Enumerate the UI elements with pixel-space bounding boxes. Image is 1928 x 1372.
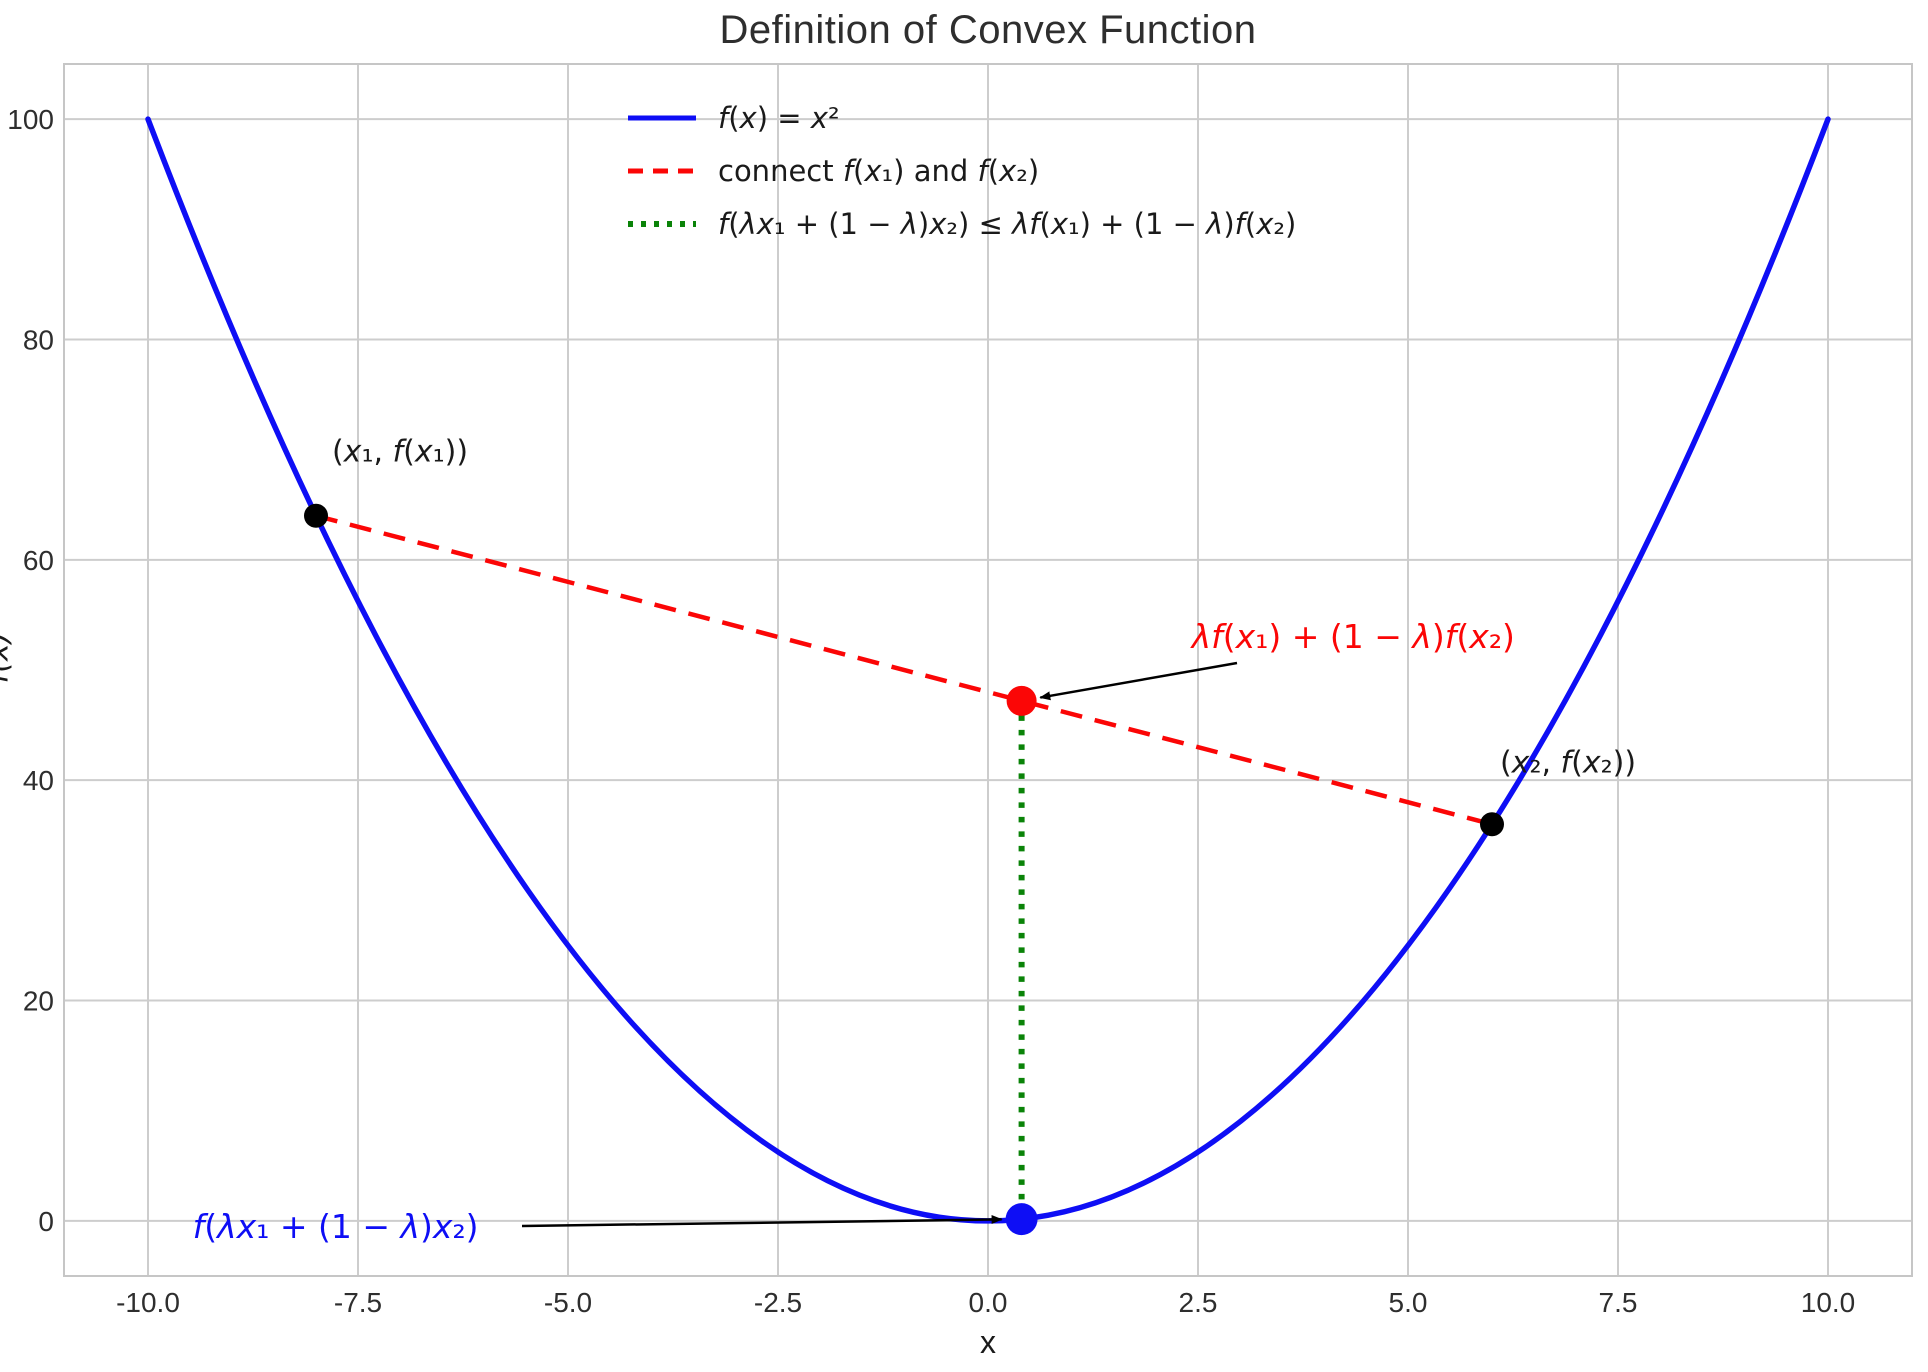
y-tick-label-20: 20 bbox=[23, 986, 54, 1017]
x-tick-label-5.0: 5.0 bbox=[1389, 1287, 1428, 1318]
legend-entry-1: f(x) = x² bbox=[628, 101, 840, 135]
x-tick-label-10.0: 10.0 bbox=[1801, 1287, 1856, 1318]
chart-title: Definition of Convex Function bbox=[719, 8, 1257, 52]
legend-label-2: connect f(x₁) and f(x₂) bbox=[718, 154, 1039, 188]
y-tick-label-80: 80 bbox=[23, 324, 54, 355]
interpolation-point bbox=[1006, 685, 1037, 716]
chord-line bbox=[315, 513, 1493, 827]
x-tick-label-2.5: 2.5 bbox=[1179, 1287, 1218, 1318]
legend-entry-2: connect f(x₁) and f(x₂) bbox=[628, 154, 1039, 188]
x1-point-label: (x₁, f(x₁)) bbox=[332, 435, 468, 470]
function-value-point bbox=[1005, 1203, 1038, 1236]
y-tick-label-40: 40 bbox=[23, 765, 54, 796]
x2-point-label: (x₂, f(x₂)) bbox=[1500, 745, 1636, 780]
legend-label-3: f(λx₁ + (1 − λ)x₂) ≤ λf(x₁) + (1 − λ)f(x… bbox=[718, 207, 1296, 241]
interpolation-arrow bbox=[1039, 661, 1238, 701]
x-tick-label--10.0: -10.0 bbox=[116, 1287, 180, 1318]
interpolation-label: λf(x₁) + (1 − λ)f(x₂) bbox=[1190, 617, 1515, 656]
function-value-arrow bbox=[521, 1215, 1003, 1228]
x-tick-label--5.0: -5.0 bbox=[544, 1287, 592, 1318]
point-x1 bbox=[304, 503, 328, 528]
y-tick-label-60: 60 bbox=[23, 545, 54, 576]
x-tick-label--7.5: -7.5 bbox=[334, 1287, 382, 1318]
x-tick-label-7.5: 7.5 bbox=[1599, 1287, 1638, 1318]
point-x2 bbox=[1480, 812, 1504, 837]
function-value-label: f(λx₁ + (1 − λ)x₂) bbox=[193, 1207, 479, 1246]
legend-label-1: f(x) = x² bbox=[718, 101, 840, 135]
legend-entry-3: f(λx₁ + (1 − λ)x₂) ≤ λf(x₁) + (1 − λ)f(x… bbox=[628, 207, 1296, 241]
x-tick-label--2.5: -2.5 bbox=[754, 1287, 802, 1318]
plot-frame bbox=[63, 63, 1913, 1277]
y-tick-label-100: 100 bbox=[7, 104, 54, 135]
x-axis-label: x bbox=[980, 1324, 996, 1360]
y-tick-label-0: 0 bbox=[38, 1206, 54, 1237]
x-tick-label-0.0: 0.0 bbox=[969, 1287, 1008, 1318]
